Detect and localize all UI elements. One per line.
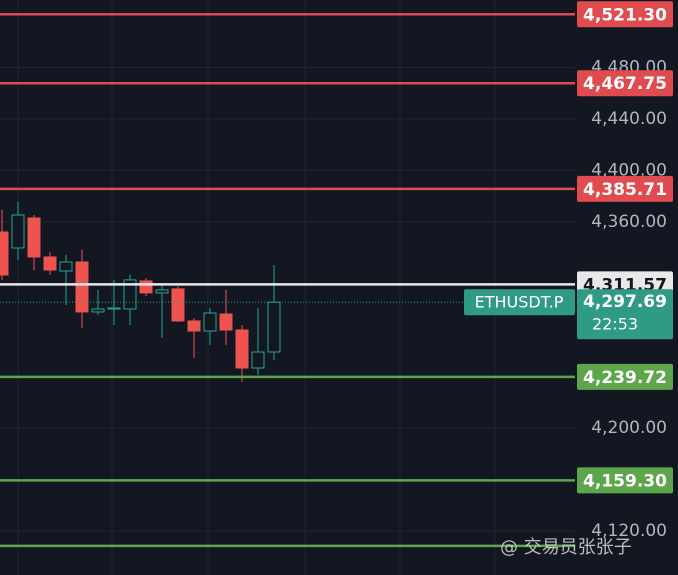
candle-body <box>235 329 249 369</box>
symbol-label: ETHUSDT.P <box>475 293 564 312</box>
level-label-box <box>577 70 673 97</box>
candle-body <box>203 312 217 332</box>
current-price-box <box>577 289 673 340</box>
y-tick-label: 4,120.00 <box>591 521 667 541</box>
level-label: 4,521.30 <box>583 5 667 25</box>
candle-body <box>251 351 265 369</box>
candle-body <box>267 301 281 353</box>
candle-body <box>219 313 233 331</box>
candle-body <box>139 280 153 294</box>
level-label: 4,239.72 <box>583 368 667 388</box>
candle-body <box>155 289 169 294</box>
countdown-label: 22:53 <box>592 315 638 334</box>
current-price-label: 4,297.69 <box>583 292 667 312</box>
y-tick-label: 4,440.00 <box>591 109 667 129</box>
candle-body <box>59 261 73 272</box>
candle-body <box>0 231 9 276</box>
symbol-box <box>464 289 575 316</box>
level-label: 4,385.71 <box>583 180 667 200</box>
level-label-box <box>577 1 673 28</box>
candle-body <box>11 214 25 249</box>
level-label: 4,467.75 <box>583 74 667 94</box>
candle-body <box>107 307 121 310</box>
candle-body <box>187 320 201 332</box>
y-tick-label: 4,400.00 <box>591 160 667 180</box>
y-tick-label: 4,200.00 <box>591 418 667 438</box>
level-label-box <box>577 363 673 390</box>
watermark: @ 交易员张张子 <box>500 537 632 558</box>
candle-body <box>171 288 185 322</box>
candle-body <box>75 261 89 313</box>
level-label-box <box>577 175 673 202</box>
level-label: 4,159.30 <box>583 471 667 491</box>
level-label-box <box>577 467 673 494</box>
candle-body <box>91 308 105 313</box>
candle-body <box>27 217 41 258</box>
candle-body <box>43 256 57 271</box>
y-tick-label: 4,360.00 <box>591 212 667 232</box>
